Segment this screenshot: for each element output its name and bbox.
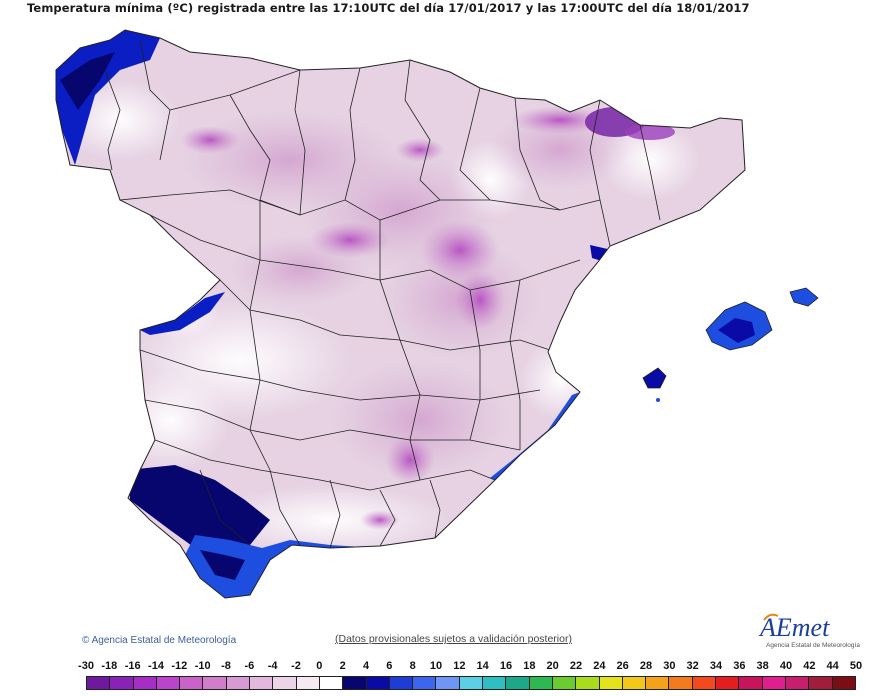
legend-label: -12 [171, 660, 188, 672]
legend-swatch [506, 677, 530, 689]
balearic-islands [642, 287, 819, 402]
aemet-logo-text: AEmet [758, 613, 830, 642]
legend-label: 16 [499, 660, 513, 672]
legend-label: -4 [267, 660, 278, 672]
agency-label: Agencia Estatal de Meteorología [91, 635, 237, 646]
map-title: Temperatura mínima (ºC) registrada entre… [27, 1, 750, 15]
legend-swatch [343, 677, 367, 689]
legend-swatch [133, 677, 157, 689]
legend-swatch [809, 677, 833, 689]
legend-swatch [319, 677, 344, 689]
legend-label: 26 [616, 660, 629, 672]
legend-label: 12 [453, 660, 466, 672]
legend-label: 28 [639, 660, 653, 672]
legend-swatch [203, 677, 227, 689]
legend-swatch [413, 677, 437, 689]
province-borders [104, 39, 661, 549]
legend-label: -6 [244, 660, 255, 672]
legend-label: 50 [849, 660, 863, 672]
legend-swatch [156, 677, 181, 689]
legend-label: 6 [386, 660, 393, 672]
legend-swatch [483, 677, 507, 689]
legend-label: 8 [409, 660, 416, 672]
legend-label: 44 [826, 660, 839, 672]
legend-swatch [646, 677, 670, 689]
legend-label: 42 [803, 660, 816, 672]
legend-swatch [622, 677, 647, 689]
legend-swatch [739, 677, 763, 689]
legend-swatch [87, 677, 111, 689]
legend-label: -16 [124, 660, 141, 672]
legend-swatch [529, 677, 553, 689]
legend-label: -14 [148, 660, 164, 672]
legend-label: -8 [221, 660, 231, 672]
copyright-icon: © [82, 635, 90, 646]
legend-swatch [273, 677, 297, 689]
legend-swatch [459, 677, 484, 689]
legend-swatch [832, 677, 855, 689]
legend-swatch [762, 677, 786, 689]
legend-label: 24 [593, 660, 606, 672]
legend-swatch [785, 677, 810, 689]
legend-swatch [366, 677, 390, 689]
legend-swatch [692, 677, 717, 689]
disclaimer-text: (Datos provisionales sujetos a validació… [335, 633, 572, 645]
aemet-logo-subtitle: Agencia Estatal de Meteorología [766, 642, 860, 649]
legend-label: 22 [569, 660, 583, 672]
legend-swatch [110, 677, 134, 689]
temperature-map [55, 29, 819, 599]
legend-swatch [552, 677, 577, 689]
legend-label: 40 [779, 660, 793, 672]
legend-label: 38 [756, 660, 769, 672]
ibiza [642, 367, 667, 389]
legend-swatch [250, 677, 274, 689]
menorca [789, 287, 819, 307]
legend-swatch [389, 677, 414, 689]
legend-label: -10 [194, 660, 211, 672]
legend-label: 0 [316, 660, 323, 672]
legend-swatch [576, 677, 600, 689]
legend-label: 36 [733, 660, 746, 672]
legend-label: 34 [709, 660, 723, 672]
agency-credit: © Agencia Estatal de Meteorología [82, 635, 236, 646]
legend-label: 32 [686, 660, 699, 672]
legend-label: 20 [546, 660, 559, 672]
mainland-outline [55, 29, 746, 599]
legend-swatch [599, 677, 623, 689]
legend-label: -2 [291, 660, 301, 672]
aemet-logo: AEmet [758, 613, 830, 642]
legend-swatch [296, 677, 320, 689]
legend-label: 2 [339, 660, 346, 672]
color-legend [86, 676, 856, 690]
legend-label: 10 [429, 660, 443, 672]
legend-label: -18 [101, 660, 118, 672]
legend-labels: -30 -18 -16 -14 -12 -10 -8 -6 -4 -2 0 2 4 6 8 10 12 14 16 1… [75, 660, 865, 674]
formentera [656, 398, 660, 402]
legend-label: 4 [362, 660, 370, 672]
legend-swatch [669, 677, 693, 689]
legend-swatch [180, 677, 204, 689]
legend-swatch [226, 677, 251, 689]
legend-swatch [436, 677, 460, 689]
legend-swatch [716, 677, 740, 689]
legend-label: 30 [663, 660, 676, 672]
legend-label: 18 [523, 660, 536, 672]
legend-label: 14 [476, 660, 489, 672]
legend-label: -30 [78, 660, 94, 672]
